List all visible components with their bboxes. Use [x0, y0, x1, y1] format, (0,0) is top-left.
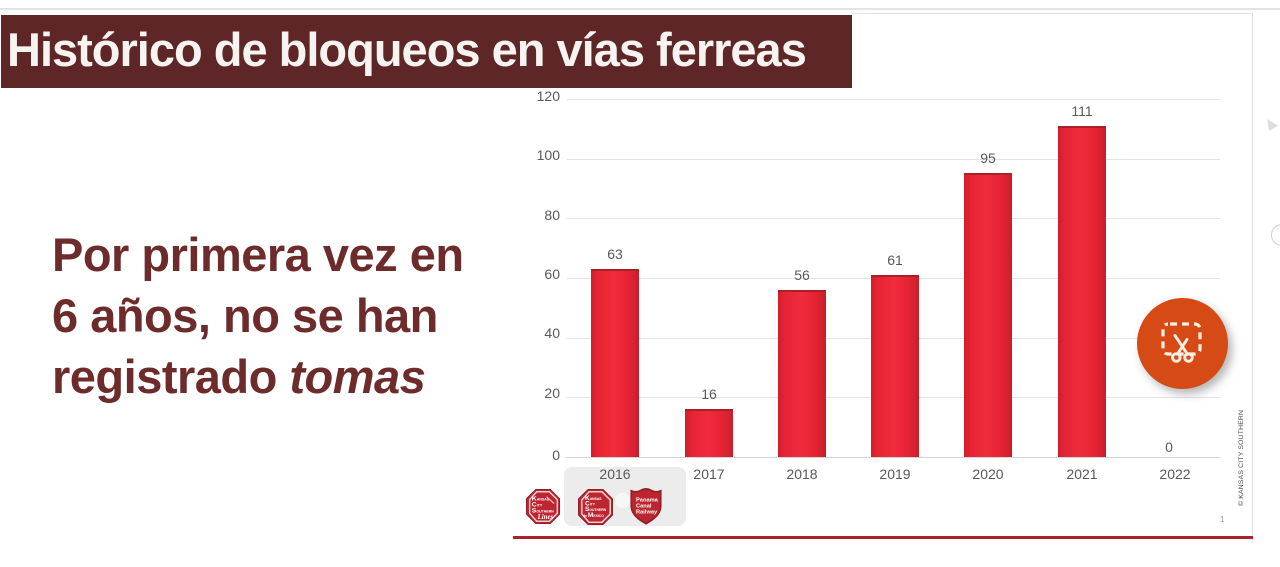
svg-text:de MEXICO: de MEXICO: [583, 512, 604, 519]
svg-text:KANSAS: KANSAS: [532, 496, 550, 503]
svg-text:Panama: Panama: [636, 497, 659, 503]
svg-text:KANSAS: KANSAS: [585, 495, 602, 502]
svg-text:SOUTHERN: SOUTHERN: [532, 507, 554, 514]
svg-text:Canal: Canal: [636, 503, 652, 509]
svg-text:CITY: CITY: [585, 501, 596, 508]
svg-text:CITY: CITY: [532, 502, 543, 509]
svg-text:Railway: Railway: [636, 510, 658, 516]
svg-text:Lines: Lines: [537, 514, 554, 521]
svg-text:SOUTHERN: SOUTHERN: [585, 506, 607, 513]
